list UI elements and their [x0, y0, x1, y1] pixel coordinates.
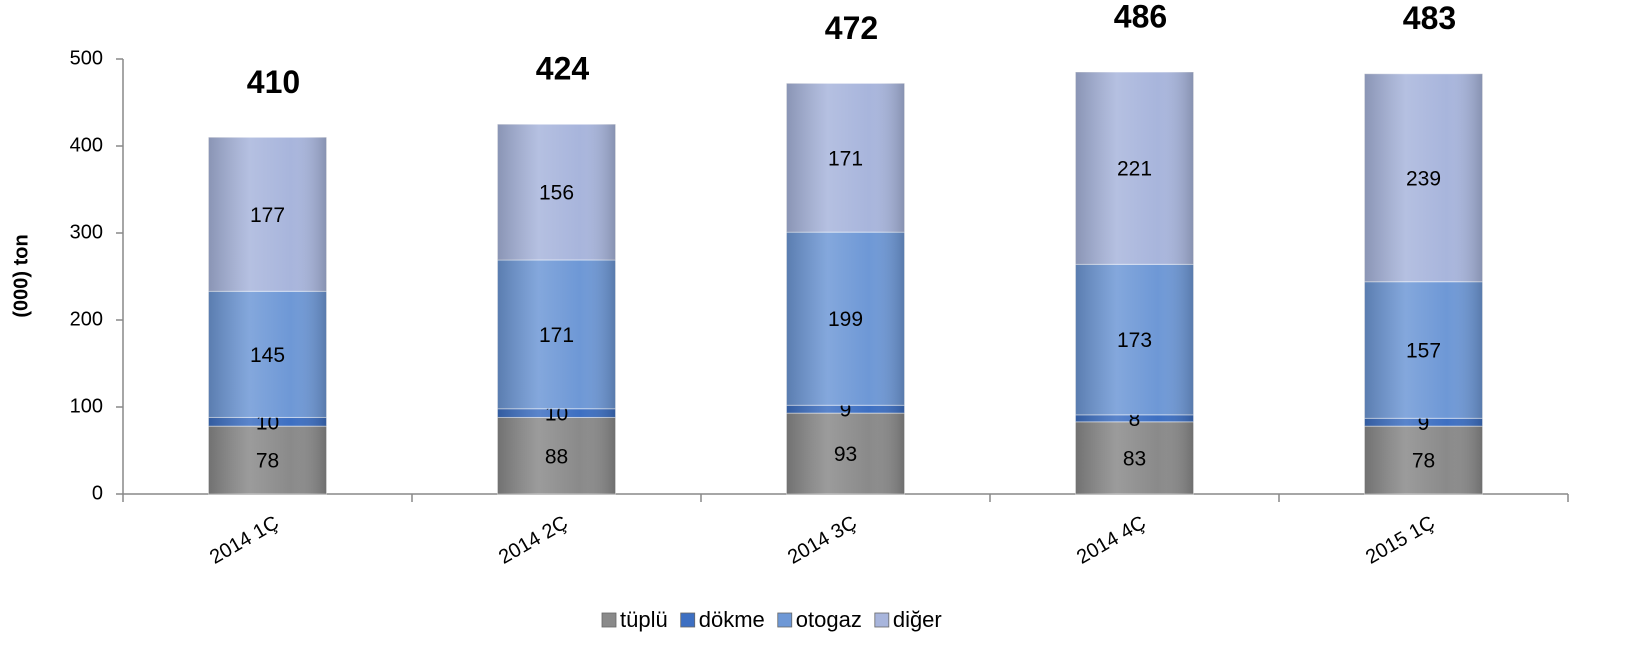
data-label: 145	[250, 344, 285, 367]
bar-shade	[786, 83, 905, 233]
total-label: 410	[247, 64, 300, 100]
data-label: 8	[1129, 408, 1141, 431]
x-tick-label: 2014 1Ç	[206, 512, 282, 569]
data-label: 221	[1117, 158, 1152, 181]
data-label: 9	[1418, 412, 1430, 435]
bar-shade	[1075, 414, 1194, 422]
y-tick-label: 0	[92, 482, 103, 504]
bar-shade	[1364, 418, 1483, 427]
data-label: 173	[1117, 329, 1152, 352]
bar-shade	[497, 408, 616, 418]
y-tick-label: 400	[70, 134, 103, 156]
y-tick-label: 300	[70, 221, 103, 243]
data-label: 156	[539, 182, 574, 205]
y-tick-label: 500	[70, 47, 103, 69]
legend: tüplü dökme otogaz diğer	[601, 607, 942, 632]
total-label: 483	[1403, 0, 1456, 36]
bar-shade	[1364, 281, 1483, 419]
data-label: 171	[828, 147, 863, 170]
bar-shade	[1364, 426, 1483, 494]
total-label: 486	[1114, 0, 1167, 35]
data-label: 93	[834, 443, 857, 466]
data-label: 157	[1406, 340, 1441, 363]
x-tick-label: 2015 1Ç	[1362, 512, 1438, 569]
total-label: 472	[825, 10, 878, 46]
data-label: 83	[1123, 447, 1146, 470]
legend-label: diğer	[893, 607, 942, 632]
data-label: 199	[828, 308, 863, 331]
bar-shade	[786, 405, 905, 414]
x-tick-label: 2014 2Ç	[495, 512, 571, 569]
bar-shade	[497, 259, 616, 409]
legend-label: dökme	[699, 607, 765, 632]
bar-shade	[1075, 421, 1194, 494]
legend-swatch	[601, 612, 617, 628]
bar-shade	[1364, 73, 1483, 282]
bar-shade	[1075, 264, 1194, 415]
bar-shade	[208, 426, 327, 494]
bar-shade	[208, 137, 327, 292]
x-tick-label: 2014 4Ç	[1073, 512, 1149, 569]
bar-shade	[208, 291, 327, 418]
bar-shade	[497, 417, 616, 494]
data-label: 78	[1412, 450, 1435, 473]
legend-swatch	[777, 612, 793, 628]
bar-shade	[497, 124, 616, 260]
bar-shade	[786, 413, 905, 494]
x-tick-label: 2014 3Ç	[784, 512, 860, 569]
y-tick-label: 100	[70, 395, 103, 417]
legend-swatch	[874, 612, 890, 628]
data-label: 171	[539, 324, 574, 347]
data-label: 9	[840, 399, 852, 422]
bar-shade	[1075, 72, 1194, 265]
legend-swatch	[680, 612, 696, 628]
total-label: 424	[536, 51, 590, 87]
data-label: 177	[250, 204, 285, 227]
data-label: 88	[545, 445, 568, 468]
bar-shade	[786, 232, 905, 406]
legend-label: otogaz	[796, 607, 862, 632]
y-tick-label: 200	[70, 308, 103, 330]
data-label: 78	[256, 450, 279, 473]
data-label: 239	[1406, 167, 1441, 190]
y-axis-label: (000) ton	[10, 234, 32, 317]
bar-shade	[208, 417, 327, 427]
legend-label: tüplü	[620, 607, 668, 632]
